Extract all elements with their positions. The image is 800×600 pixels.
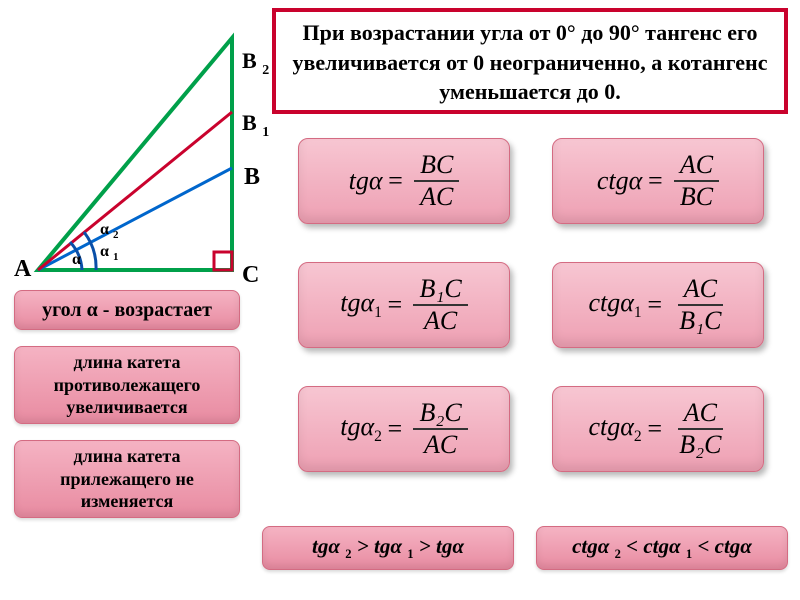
formula-ctg1: ctgα1= ACB₁C [552,262,764,348]
vertex-c: С [242,262,259,283]
formula-tg2: tgα2= B₂CAC [298,386,510,472]
inequality-ctg: ctgα 2 < ctgα 1 < ctgα [536,526,788,570]
tg2-sub: 2 [374,428,382,445]
vertex-b: В [244,164,260,190]
line-b1 [38,168,232,270]
ineq-tg-text: tgα 2 > tgα 1 > tgα [312,534,464,562]
sidebar-adjacent-leg: длина катета прилежащего не изменяется [14,440,240,518]
tg-lhs: tgα [349,166,383,196]
tg2-lhs: tgα [340,412,374,441]
sidebar-opposite-leg: длина катета противолежащего увеличивает… [14,346,240,424]
ctg1-lhs: ctgα [588,288,633,317]
alpha1-label: α 1 [100,243,118,263]
title-box: При возрастании угла от 0° до 90° танген… [272,8,788,114]
formula-ctg: ctgα= ACBC [552,138,764,224]
inequality-tg: tgα 2 > tgα 1 > tgα [262,526,514,570]
triangle-diagram: А С В В 1 В 2 α α 1 α 2 [10,18,270,283]
angle-arc-outer [84,232,96,270]
tg1-sub: 1 [374,304,382,321]
sidebar-text-3: длина катета прилежащего не изменяется [21,445,233,513]
sidebar-text-1: угол α - возрастает [42,299,212,322]
alpha2-label: α 2 [100,221,119,241]
ctg2-sub: 2 [634,428,642,445]
ineq-ctg-text: ctgα 2 < ctgα 1 < ctgα [572,534,752,562]
tg-num: BC [414,150,459,182]
sidebar-angle-increases: угол α - возрастает [14,290,240,330]
triangle-outline [38,38,232,270]
line-b2 [38,112,232,270]
ctg-lhs: ctgα [597,166,642,196]
formula-ctg2: ctgα2= ACB₂C [552,386,764,472]
ctg-num: AC [674,150,719,182]
tg2-den: AC [418,430,463,460]
ctg2-den: B₂C [673,430,727,460]
formula-tg1: tgα1= B₁CAC [298,262,510,348]
vertex-a: А [14,256,32,282]
tg-den: AC [414,182,459,212]
tg1-den: AC [418,306,463,336]
ctg2-num: AC [678,398,723,430]
ctg1-den: B₁C [673,306,727,336]
right-angle-mark [214,252,232,270]
ctg1-sub: 1 [634,304,642,321]
vertex-b2: В 2 [242,48,269,78]
tg1-lhs: tgα [340,288,374,317]
tg1-num: B₁C [413,274,467,306]
formula-tg: tgα= BCAC [298,138,510,224]
ctg1-num: AC [678,274,723,306]
ctg-den: BC [674,182,719,212]
tg2-num: B₂C [413,398,467,430]
title-text: При возрастании угла от 0° до 90° танген… [293,20,768,104]
sidebar-text-2: длина катета противолежащего увеличивает… [21,351,233,419]
alpha-label: α [72,251,81,268]
vertex-b1: В 1 [242,110,269,140]
ctg2-lhs: ctgα [588,412,633,441]
